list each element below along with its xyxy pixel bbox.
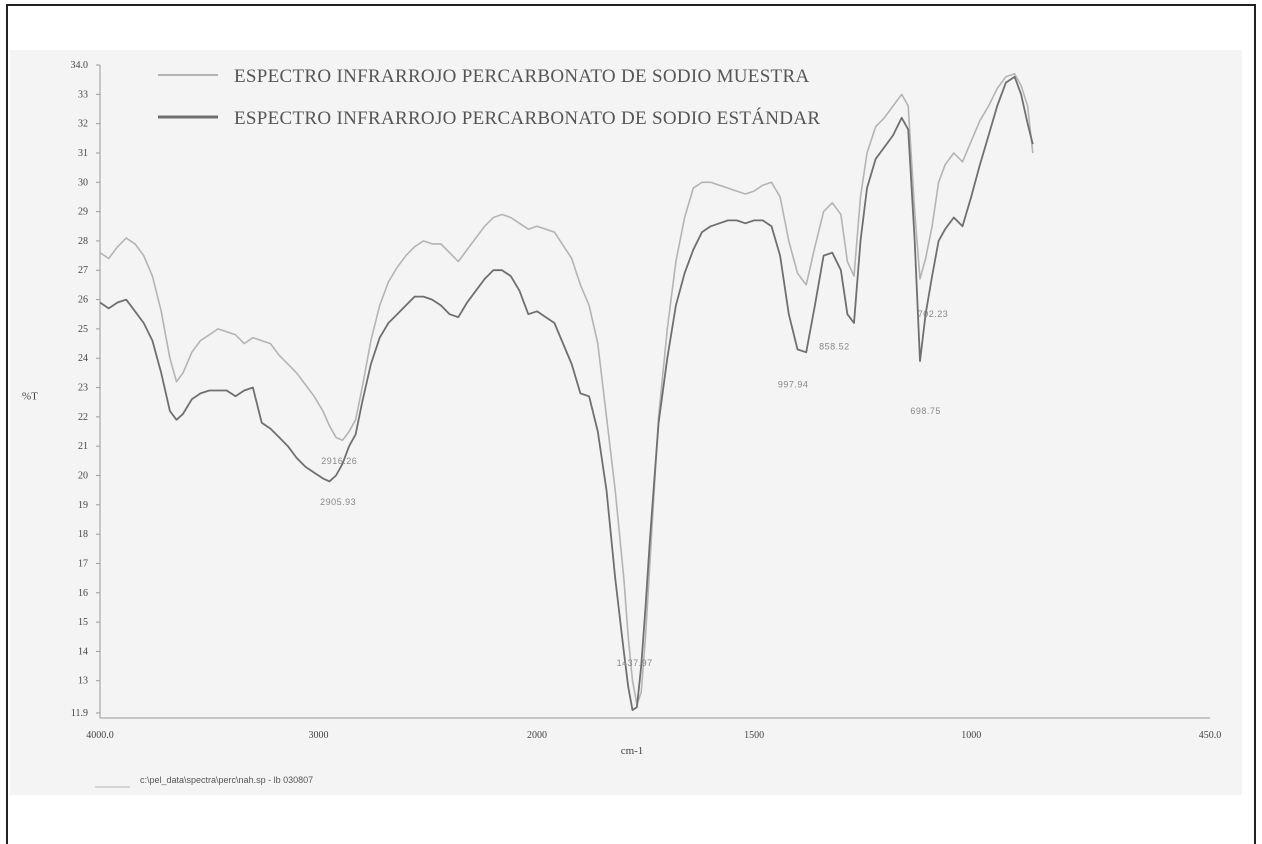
file-footer: c:\pel_data\spectra\perc\nah.sp - lb 030… — [95, 775, 313, 788]
legend-label-estandar: ESPECTRO INFRARROJO PERCARBONATO DE SODI… — [234, 107, 820, 129]
y-tick-label: 14 — [78, 646, 88, 657]
peak-labels: 2916.26 2905.93 1437.97 997.94 858.52 702.23 6… — [320, 309, 948, 668]
x-axis-title: cm-1 — [621, 745, 644, 757]
peak-label: 997.94 — [778, 380, 809, 390]
y-tick-label: 23 — [78, 383, 88, 394]
y-tick-label: 22 — [78, 412, 88, 423]
y-tick-labels: 34.0 33 32 31 30 29 28 27 26 25 24 23 22 21 20 19 18 17 16… — [71, 60, 100, 719]
peak-label: 698.75 — [910, 406, 941, 416]
series-lines — [99, 73, 1034, 711]
series-line-estandar — [99, 75, 1034, 711]
y-tick-label: 21 — [78, 441, 88, 452]
y-tick-label: 31 — [78, 148, 88, 159]
y-tick-label: 19 — [78, 500, 88, 511]
peak-label: 2905.93 — [320, 497, 356, 507]
figure-frame — [6, 4, 1256, 844]
y-tick-label: 18 — [78, 529, 88, 540]
axes — [99, 65, 1210, 719]
y-tick-label: 32 — [78, 119, 88, 130]
y-tick-label: 13 — [78, 676, 88, 687]
y-axis-title: %T — [22, 390, 38, 402]
y-tick-label: 30 — [78, 177, 88, 188]
y-tick-label: 24 — [78, 353, 88, 364]
peak-label: 702.23 — [918, 309, 949, 319]
y-tick-label: 16 — [78, 588, 88, 599]
series-line-muestra — [99, 73, 1034, 705]
y-tick-label: 33 — [78, 89, 88, 100]
peak-label: 858.52 — [819, 341, 850, 351]
y-tick-label: 11.9 — [71, 708, 88, 719]
y-tick-label: 25 — [78, 324, 88, 335]
legend-label-muestra: ESPECTRO INFRARROJO PERCARBONATO DE SODI… — [234, 66, 809, 87]
x-tick-label: 1500 — [744, 730, 764, 741]
y-tick-label: 28 — [78, 236, 88, 247]
y-tick-label: 20 — [78, 470, 88, 481]
peak-label: 2916.26 — [321, 456, 357, 466]
x-tick-label: 2000 — [527, 730, 547, 741]
peak-label: 1437.97 — [617, 658, 653, 668]
x-tick-label: 450.0 — [1199, 730, 1222, 741]
y-tick-label: 27 — [78, 265, 88, 276]
x-tick-label: 1000 — [961, 730, 981, 741]
y-tick-label: 29 — [78, 207, 88, 218]
file-path-label: c:\pel_data\spectra\perc\nah.sp - lb 030… — [140, 775, 313, 785]
legend: ESPECTRO INFRARROJO PERCARBONATO DE SODI… — [158, 66, 820, 129]
x-tick-label: 4000.0 — [86, 730, 114, 741]
y-tick-label: 26 — [78, 295, 88, 306]
x-tick-labels: 4000.0 3000 2000 1500 1000 450.0 — [86, 730, 1221, 741]
y-tick-label: 15 — [78, 617, 88, 628]
y-tick-label: 17 — [78, 558, 88, 569]
x-tick-label: 3000 — [309, 730, 329, 741]
y-tick-label: 34.0 — [71, 60, 89, 71]
